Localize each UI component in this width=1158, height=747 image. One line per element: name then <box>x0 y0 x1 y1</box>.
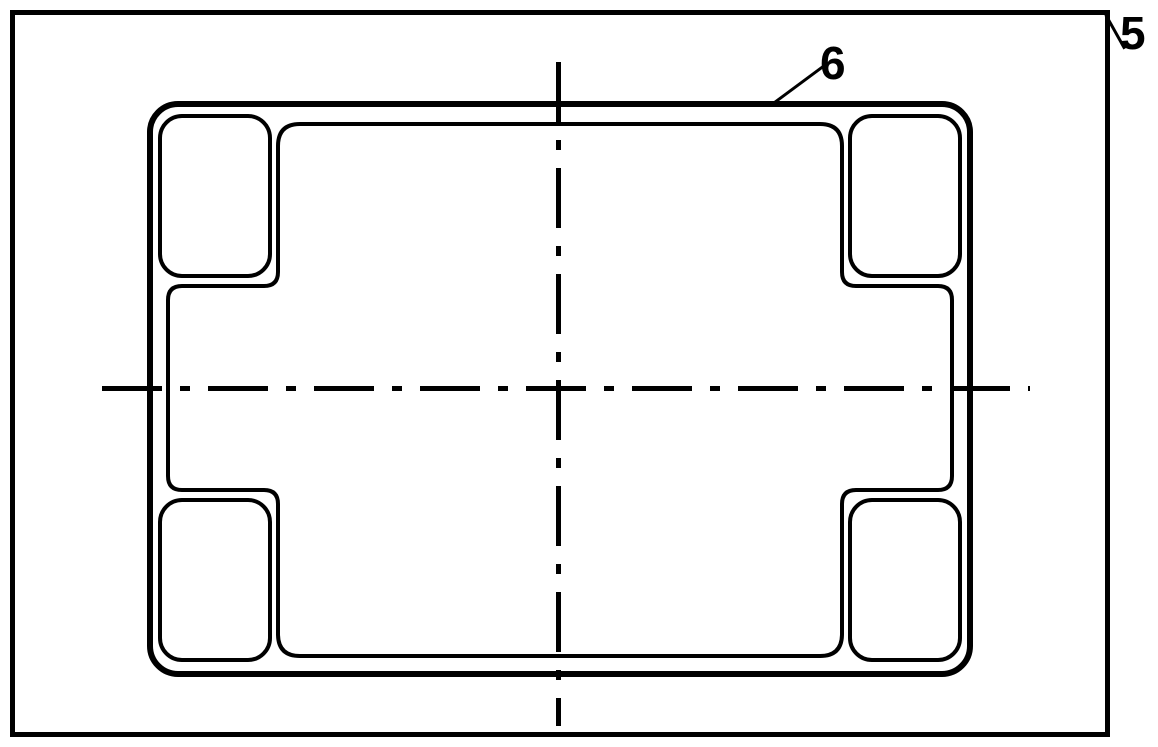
diagram-canvas: 6 5 <box>0 0 1158 747</box>
callout-label-6: 6 <box>820 36 846 90</box>
mechanical-shape <box>0 0 1158 747</box>
callout-label-5: 5 <box>1120 6 1146 60</box>
